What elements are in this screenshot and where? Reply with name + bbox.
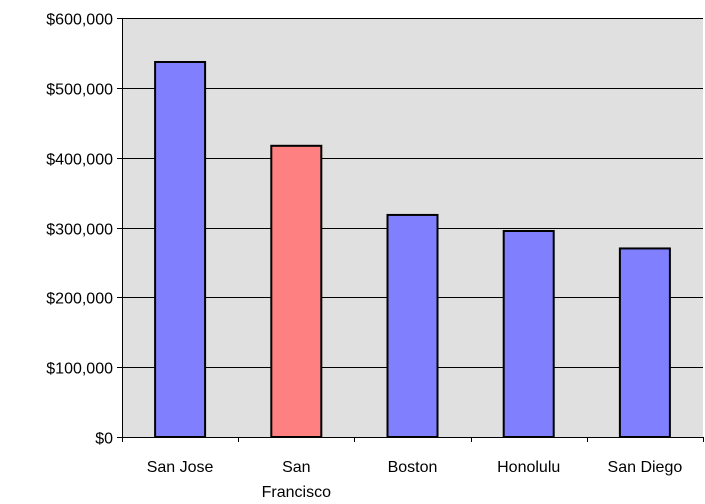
x-axis-ticks: San Jose San Francisco Boston Honolulu San Di… xyxy=(122,437,704,501)
y-axis-ticks: $0 $100,000 $200,000 $300,000 $400,000 $500,0… xyxy=(46,12,122,448)
y-tick-label: $400,000 xyxy=(46,152,113,169)
bars xyxy=(154,60,671,439)
x-tick-label: Honolulu xyxy=(497,459,560,476)
y-tick-label: $500,000 xyxy=(46,82,113,99)
y-tick-label: $600,000 xyxy=(46,12,113,29)
y-tick-label: $0 xyxy=(95,431,113,448)
axes xyxy=(122,18,703,438)
x-tick-label: San Jose xyxy=(147,459,214,476)
bar xyxy=(502,229,555,438)
y-tick-label: $100,000 xyxy=(46,361,113,378)
y-tick-label: $300,000 xyxy=(46,222,113,239)
x-tick-label: Boston xyxy=(388,459,438,476)
bar xyxy=(386,213,439,438)
bar xyxy=(270,144,323,438)
y-tick-label: $200,000 xyxy=(46,291,113,308)
x-tick-label: San Diego xyxy=(608,459,683,476)
bar xyxy=(154,60,207,439)
x-tick-label: San Francisco xyxy=(262,459,331,501)
bar xyxy=(618,247,671,438)
